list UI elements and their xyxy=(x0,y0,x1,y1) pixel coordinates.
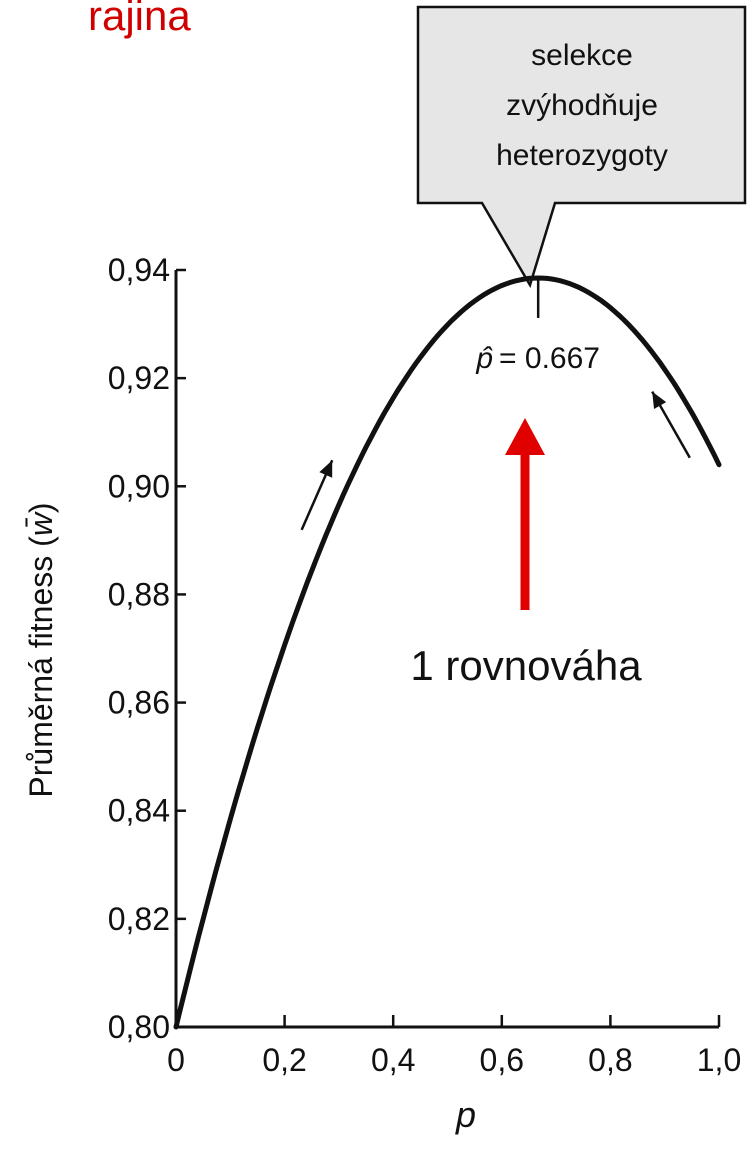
title-fragment: rajina xyxy=(88,0,191,39)
callout-line-3: heterozygoty xyxy=(496,139,668,172)
y-axis-label-symbol: w̄ xyxy=(23,511,59,536)
direction-arrows xyxy=(300,391,691,531)
y-tick-label: 0,82 xyxy=(108,901,170,937)
y-axis-ticks: 0,80 0,82 0,84 0,86 0,88 0,90 0,92 0,94 xyxy=(108,252,186,1045)
mean-fitness-curve xyxy=(173,275,722,1030)
x-tick-label: 1,0 xyxy=(697,1042,741,1078)
y-tick-label: 0,88 xyxy=(108,576,170,612)
y-axis-label: Průměrná fitness (w̄) xyxy=(23,502,59,797)
equilibrium-value: = 0.667 xyxy=(499,342,600,375)
y-tick-label: 0,92 xyxy=(108,360,170,396)
y-tick-label: 0,80 xyxy=(108,1009,170,1045)
y-tick-label: 0,90 xyxy=(108,468,170,504)
callout-line-1: selekce xyxy=(531,39,633,72)
x-axis-label: p xyxy=(455,1094,476,1135)
equilibrium-arrow xyxy=(505,418,545,610)
x-tick-label: 0,6 xyxy=(480,1042,524,1078)
y-tick-label: 0,86 xyxy=(108,685,170,721)
equilibrium-label: p̂ = 0.667 xyxy=(475,342,600,375)
x-tick-label: 0,2 xyxy=(262,1042,306,1078)
y-tick-label: 0,94 xyxy=(108,252,170,288)
x-tick-label: 0,8 xyxy=(588,1042,632,1078)
equilibrium-symbol: p̂ xyxy=(475,342,493,375)
y-tick-label: 0,84 xyxy=(108,793,170,829)
x-axis-ticks: 0 0,2 0,4 0,6 0,8 1,0 xyxy=(167,1015,741,1078)
x-tick-label: 0,4 xyxy=(371,1042,415,1078)
x-tick-label: 0 xyxy=(167,1042,185,1078)
equilibrium-caption: 1 rovnováha xyxy=(410,642,642,689)
y-axis-label-text: Průměrná fitness ( xyxy=(23,536,59,798)
direction-arrow-head xyxy=(319,460,333,478)
callout-line-2: zvýhodňuje xyxy=(506,89,658,122)
direction-arrow-head xyxy=(652,391,667,410)
callout-box: selekce zvýhodňuje heterozygoty xyxy=(416,5,747,289)
y-axis-label-close: ) xyxy=(23,502,59,513)
